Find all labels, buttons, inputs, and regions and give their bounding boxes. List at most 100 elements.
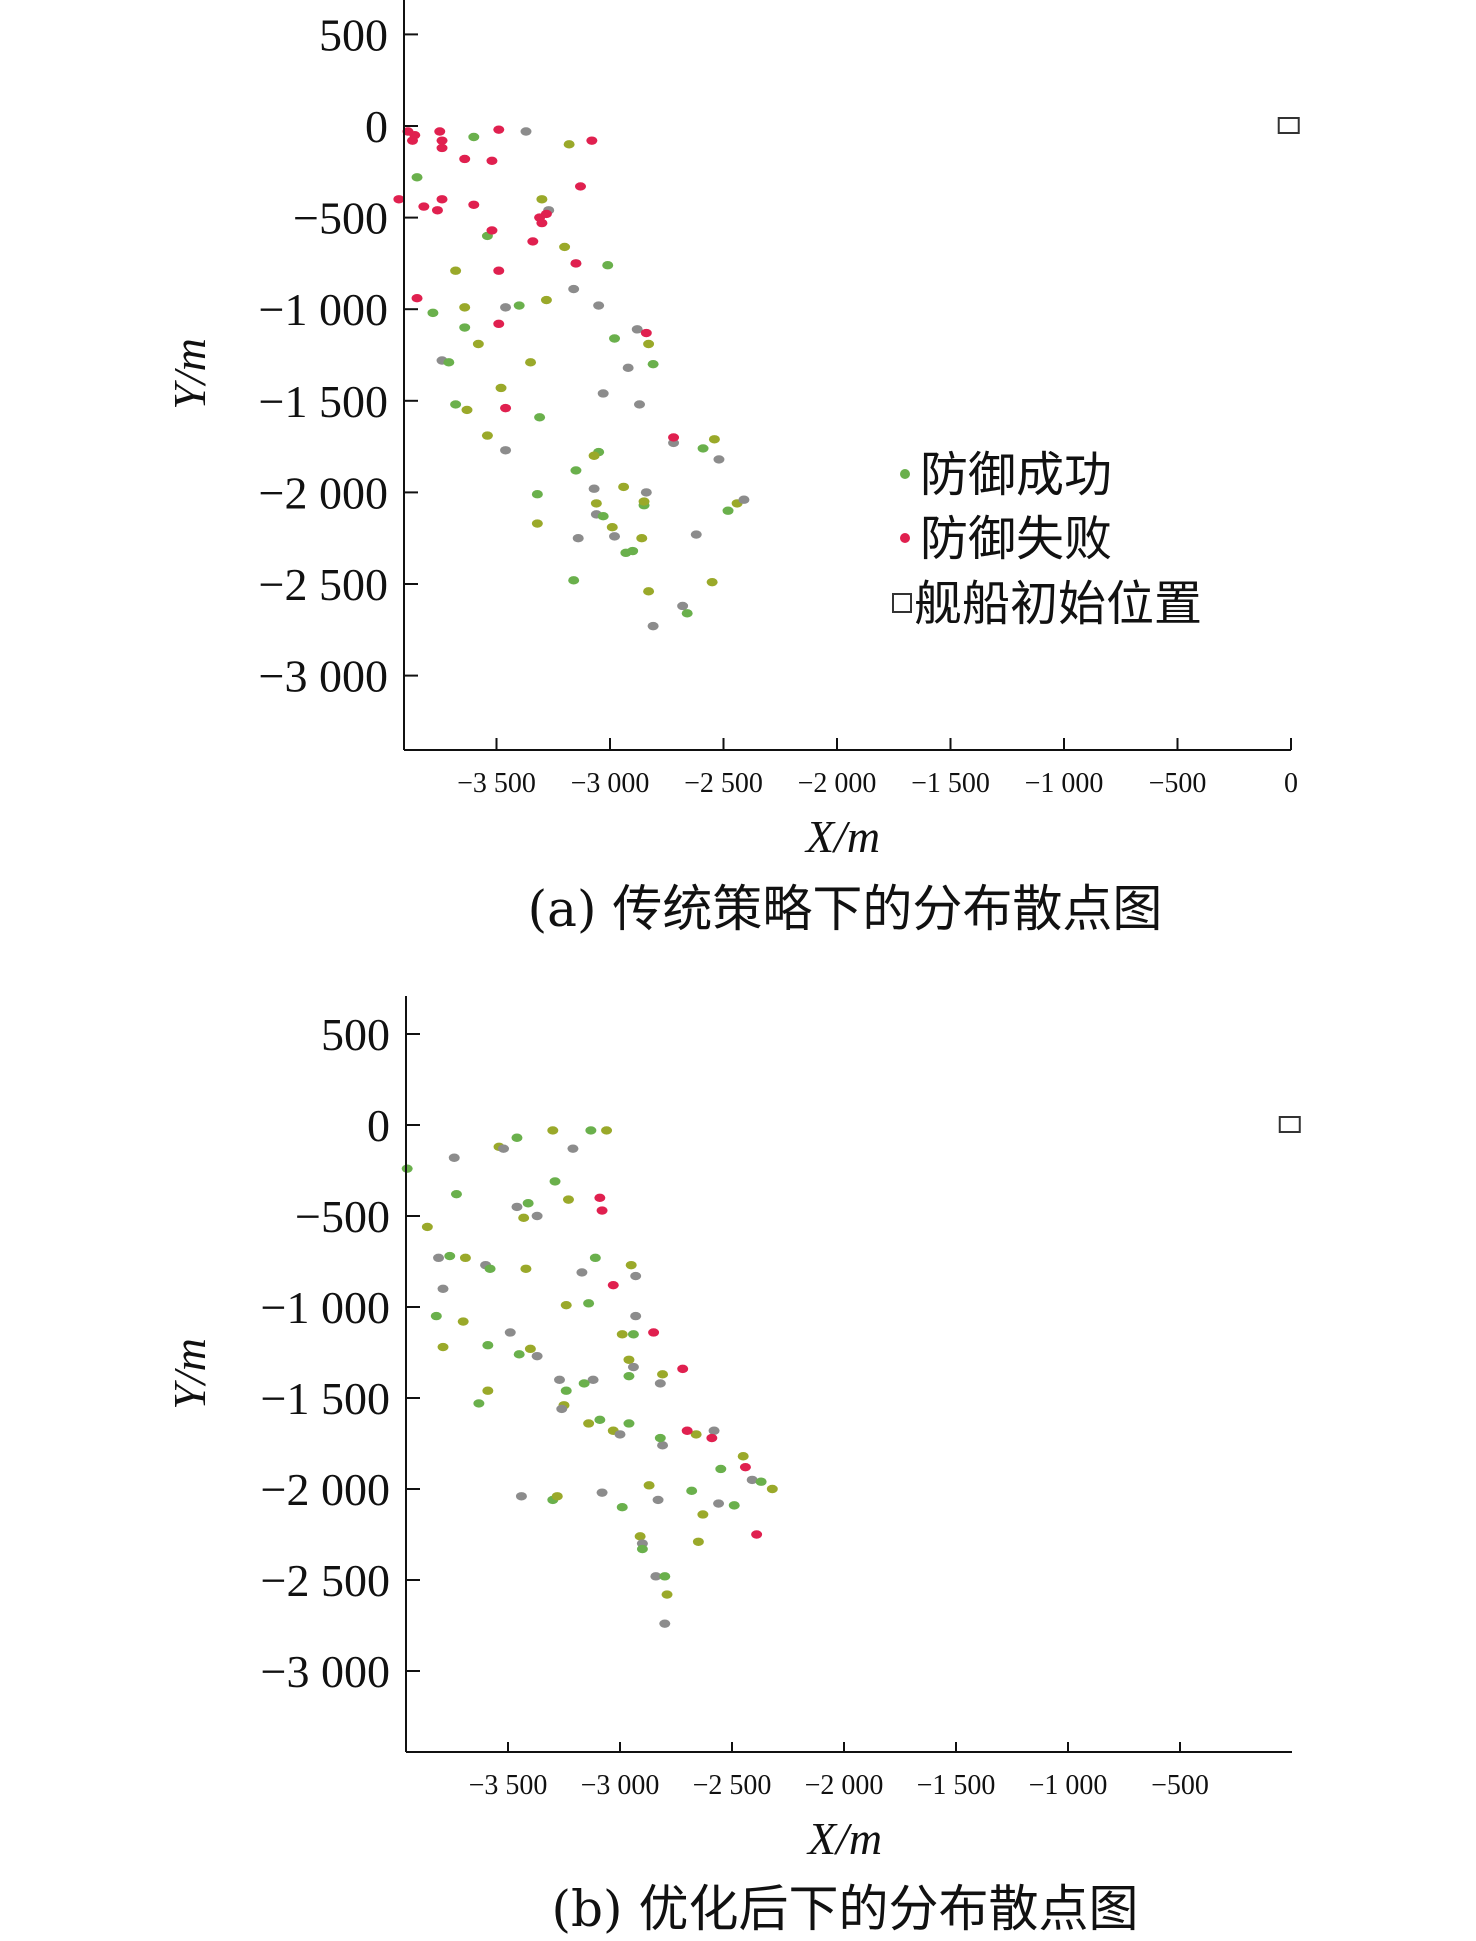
axes-a [403, 0, 1291, 751]
fail-point [418, 202, 430, 211]
success-point [622, 363, 634, 373]
success-point [659, 1572, 671, 1581]
success-point [616, 1330, 628, 1339]
success-point [585, 1126, 597, 1135]
success-point [713, 1499, 725, 1508]
success-point [643, 1481, 655, 1490]
y-tick-label: −500 [295, 1191, 390, 1242]
fail-point [493, 125, 505, 134]
success-point [570, 466, 582, 475]
success-point [657, 1370, 669, 1379]
points-layer-a [393, 117, 1300, 631]
success-point [468, 132, 480, 142]
success-point [708, 1426, 720, 1435]
success-point [625, 1260, 637, 1270]
points-layer-b [401, 1116, 1301, 1628]
success-point [588, 484, 600, 493]
success-point [722, 506, 734, 515]
success-point [640, 488, 652, 497]
success-point [540, 295, 552, 305]
axes-b [405, 996, 1292, 1753]
x-tick-label: −3 500 [469, 1770, 548, 1801]
success-point [525, 358, 537, 367]
success-point [567, 1144, 579, 1153]
success-point [560, 1386, 572, 1395]
success-point [559, 242, 571, 252]
x-tick-label: 0 [1284, 768, 1298, 799]
success-point [620, 548, 632, 558]
caption-b: (b) 优化后下的分布散点图 [552, 1880, 1139, 1938]
success-point [627, 1362, 639, 1372]
success-point [630, 1311, 642, 1321]
fail-point [411, 294, 423, 303]
success-point [594, 1415, 606, 1425]
success-point [634, 400, 646, 409]
success-point [618, 482, 630, 492]
success-point [589, 1253, 601, 1263]
success-point [643, 339, 655, 349]
caption-a: (a) 传统策略下的分布散点图 [528, 880, 1163, 938]
success-point [692, 1537, 704, 1546]
fail-point [681, 1426, 693, 1435]
success-point [443, 358, 455, 367]
success-point [520, 127, 532, 136]
success-point [484, 1264, 496, 1273]
legend-success-marker [900, 469, 910, 479]
success-point [706, 577, 718, 587]
fail-point [468, 200, 480, 209]
success-point [614, 1430, 626, 1439]
success-point [738, 495, 750, 504]
success-point [643, 587, 655, 596]
success-point [681, 609, 693, 618]
success-point [520, 1264, 532, 1273]
success-point [576, 1268, 588, 1277]
success-point [500, 303, 512, 312]
success-point [518, 1213, 530, 1223]
fail-point [527, 237, 539, 246]
fail-point [640, 328, 652, 338]
fail-point [536, 218, 548, 228]
success-point [500, 446, 512, 455]
success-point [661, 1590, 673, 1599]
y-tick-label: −1 000 [259, 284, 388, 335]
success-point [650, 1572, 662, 1581]
success-point [715, 1464, 727, 1474]
success-point [457, 1317, 469, 1326]
fail-point [431, 206, 443, 215]
success-point [531, 1351, 543, 1361]
success-point [547, 1126, 559, 1135]
success-point [659, 1619, 671, 1628]
success-point [654, 1433, 666, 1443]
fail-point [493, 266, 505, 275]
success-point [459, 303, 471, 312]
success-point [652, 1495, 664, 1505]
fail-point [493, 319, 505, 329]
fail-point [500, 403, 512, 413]
y-tick-label: 500 [319, 9, 388, 60]
y-tick-label: −2 000 [259, 467, 388, 518]
scatter-panel-b: 500 0 −500 −1 000 −1 500 −2 000 −2 500 −3 000 −3… [164, 996, 1301, 1938]
fail-point [677, 1364, 689, 1374]
fail-point [594, 1193, 606, 1203]
success-point [554, 1375, 566, 1385]
fail-point [459, 154, 471, 164]
success-point [601, 1126, 613, 1135]
success-point [746, 1475, 758, 1485]
success-point [513, 1350, 525, 1359]
success-point [482, 1386, 494, 1395]
success-point [647, 359, 659, 369]
x-tick-label: −500 [1151, 1770, 1209, 1801]
success-point [534, 413, 546, 422]
success-point [450, 1189, 462, 1199]
x-tick-label: −2 000 [798, 768, 877, 799]
success-point [587, 1375, 599, 1385]
x-axis-label-a: X/m [804, 811, 880, 862]
fail-point [393, 195, 405, 204]
fail-point [739, 1462, 751, 1472]
success-point [515, 1492, 527, 1501]
success-point [524, 1344, 536, 1354]
legend-success-label: 防御成功 [920, 447, 1112, 503]
success-point [511, 1202, 523, 1212]
success-point [549, 1177, 561, 1186]
